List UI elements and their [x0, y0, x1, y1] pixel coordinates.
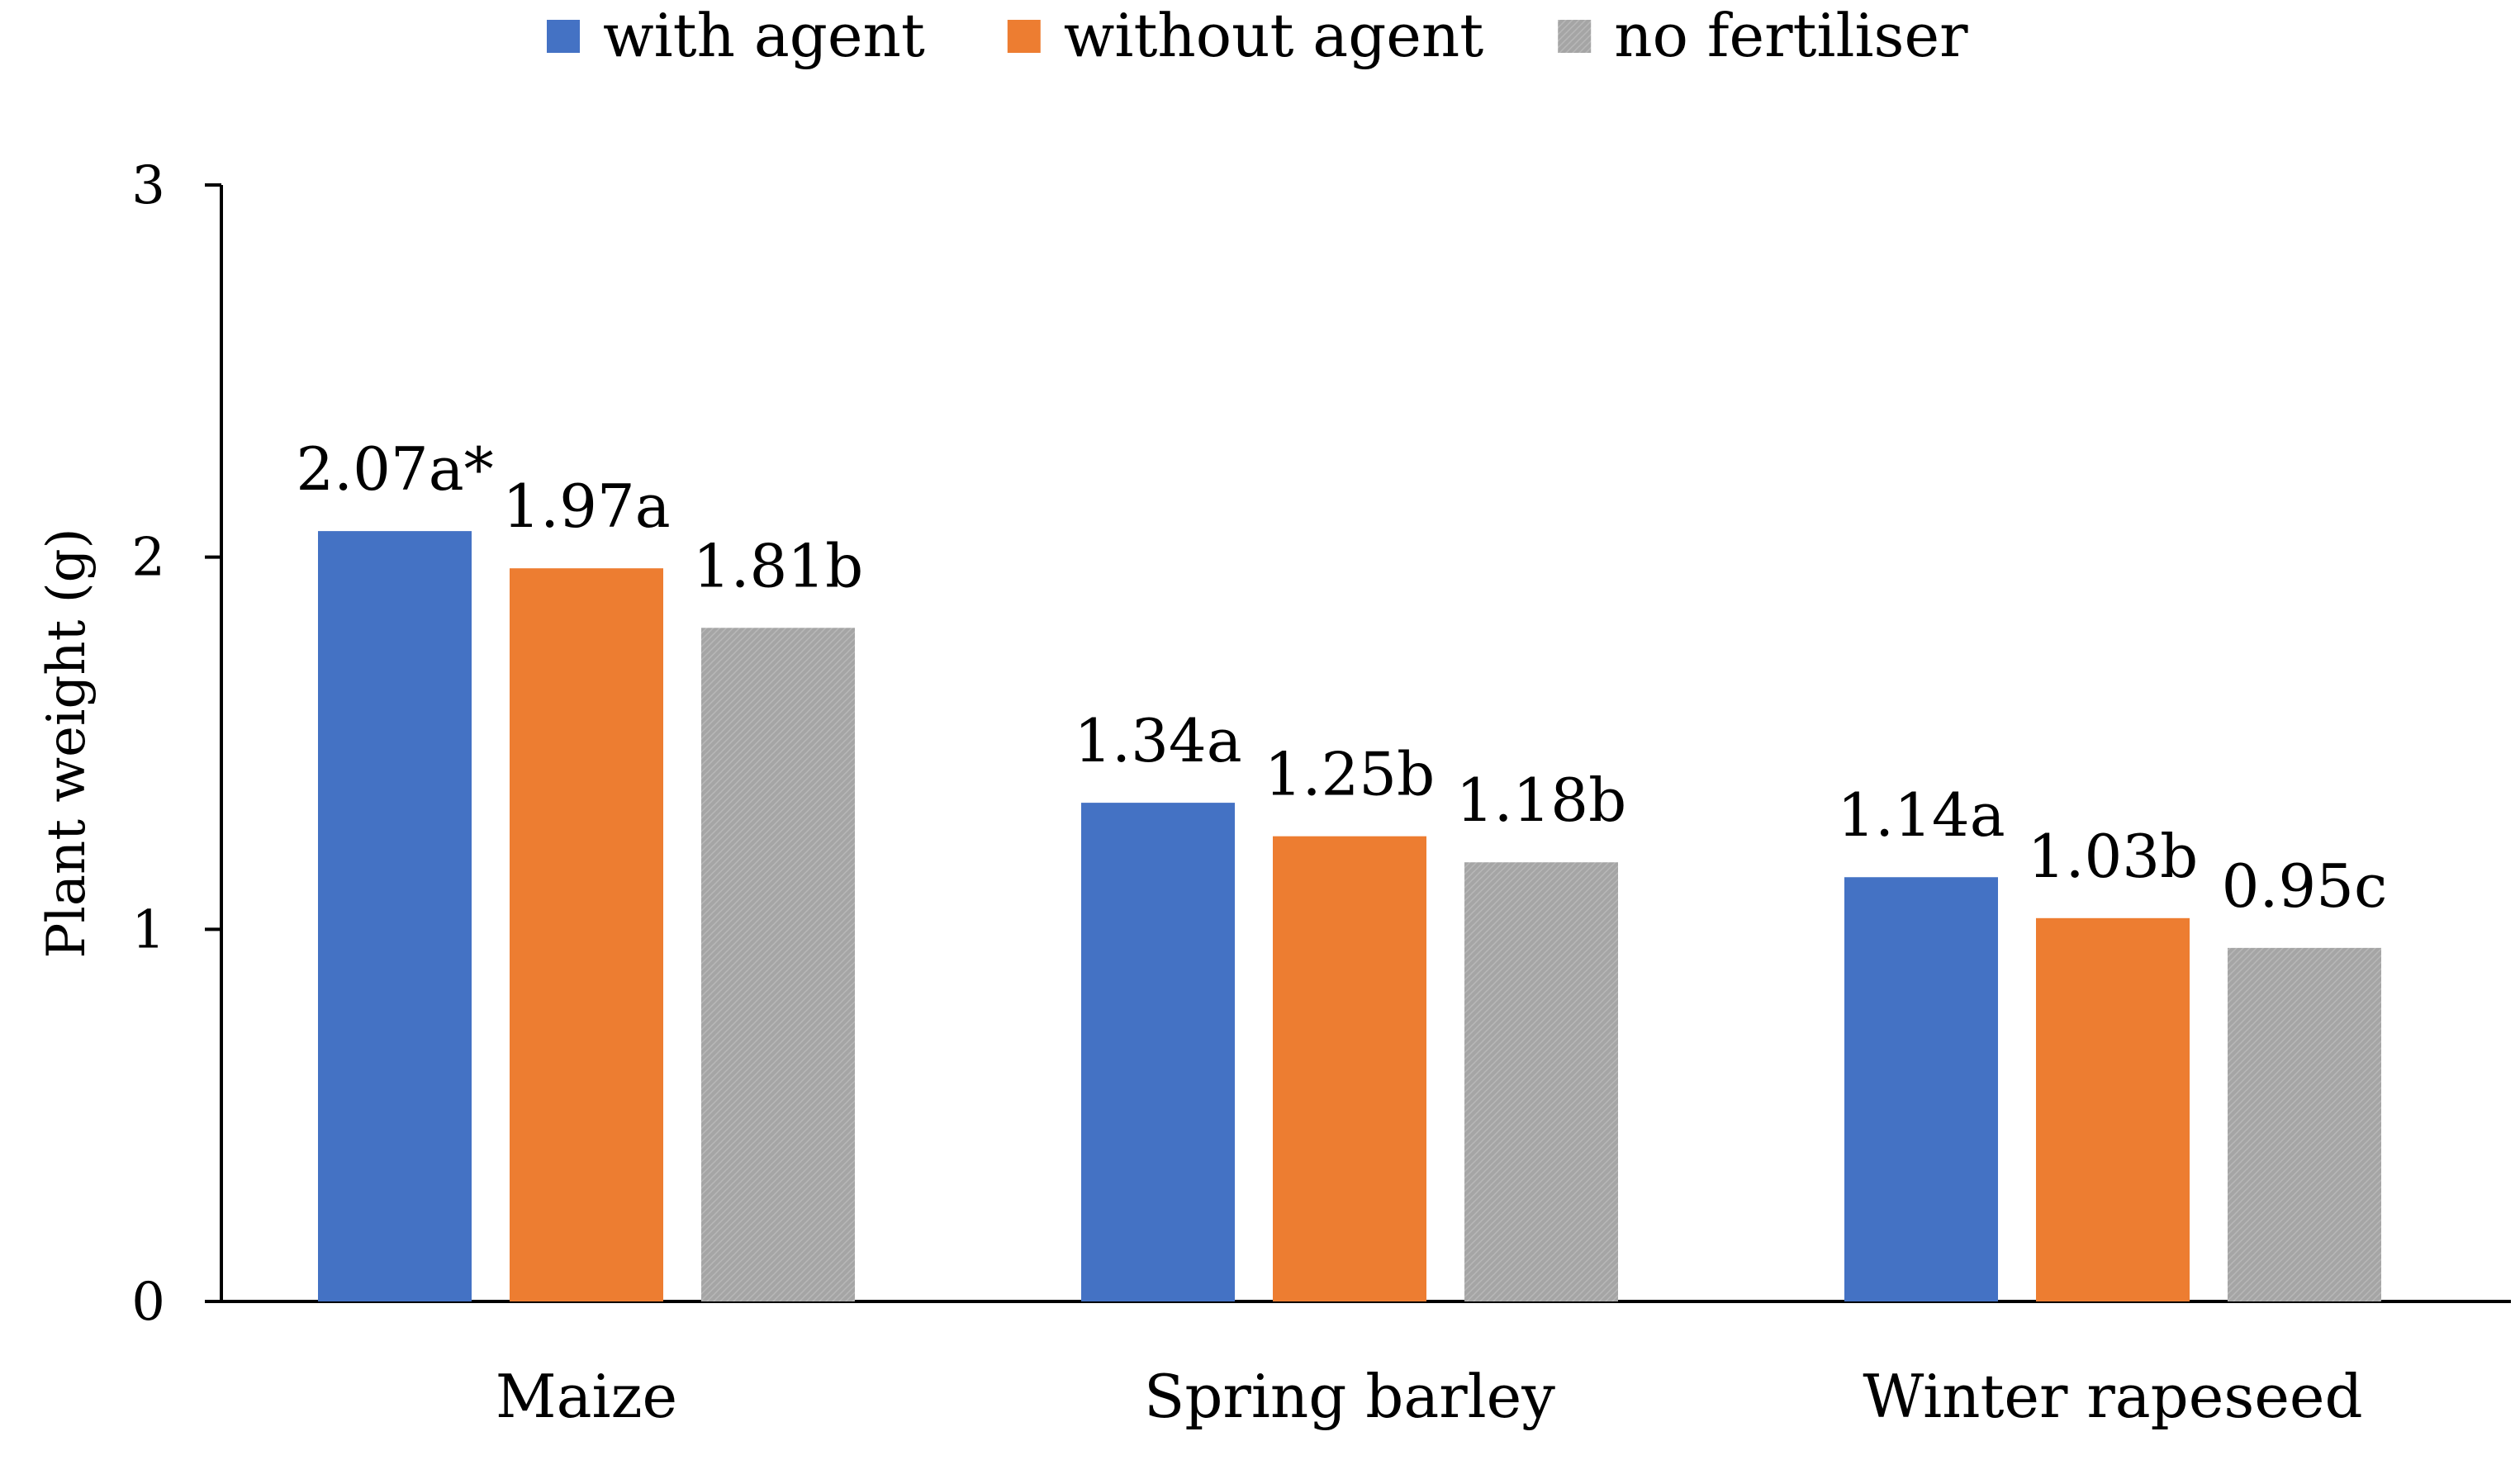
y-tick-label: 2	[131, 528, 165, 589]
data-label-maize-with-agent: 2.07a*	[296, 434, 493, 504]
axes: 0 1 2 3 Plant weight (g) Maize Spring barley Wi…	[36, 155, 2511, 1431]
data-label-spring-barley-without-agent: 1.25b	[1265, 740, 1435, 809]
y-tick-label: 3	[131, 155, 165, 216]
legend-swatch-without-agent	[1007, 20, 1041, 53]
bars	[318, 531, 2381, 1301]
data-label-spring-barley-with-agent: 1.34a	[1074, 706, 1241, 775]
bar-maize-no-fertiliser	[701, 628, 855, 1301]
legend-label-with-agent: with agent	[603, 1, 925, 70]
data-label-maize-without-agent: 1.97a	[502, 472, 670, 541]
bar-spring-barley-with-agent	[1081, 803, 1235, 1301]
x-tick-label-winter-rapeseed: Winter rapeseed	[1863, 1362, 2362, 1431]
data-label-winter-rapeseed-no-fertiliser: 0.95c	[2222, 851, 2388, 921]
legend: with agent without agent no fertiliser	[547, 1, 1968, 70]
x-tick-label-spring-barley: Spring barley	[1144, 1362, 1555, 1431]
data-labels: 2.07a*1.97a 1.81b 1.34a 1.25b 1.18b 1.14a 1.03…	[296, 434, 2387, 921]
data-label-spring-barley-no-fertiliser: 1.18b	[1456, 766, 1626, 835]
bar-spring-barley-no-fertiliser	[1464, 862, 1618, 1301]
bar-winter-rapeseed-no-fertiliser	[2228, 947, 2381, 1301]
y-tick-label: 0	[131, 1272, 165, 1333]
bar-maize-without-agent	[510, 568, 663, 1301]
y-axis-title: Plant weight (g)	[36, 528, 97, 958]
legend-label-without-agent: without agent	[1064, 1, 1483, 70]
bar-winter-rapeseed-with-agent	[1844, 877, 1998, 1301]
legend-swatch-with-agent	[547, 20, 580, 53]
legend-swatch-no-fertiliser	[1558, 20, 1592, 53]
legend-label-no-fertiliser: no fertiliser	[1614, 1, 1968, 70]
data-label-winter-rapeseed-with-agent: 1.14a	[1837, 780, 2005, 850]
bar-maize-with-agent	[318, 531, 472, 1301]
data-label-maize-no-fertiliser: 1.81b	[693, 531, 863, 600]
data-label-winter-rapeseed-without-agent: 1.03b	[2028, 822, 2198, 891]
bar-winter-rapeseed-without-agent	[2036, 917, 2190, 1301]
bar-spring-barley-without-agent	[1273, 836, 1426, 1301]
y-tick-label: 1	[131, 899, 165, 960]
x-tick-label-maize: Maize	[496, 1362, 677, 1431]
